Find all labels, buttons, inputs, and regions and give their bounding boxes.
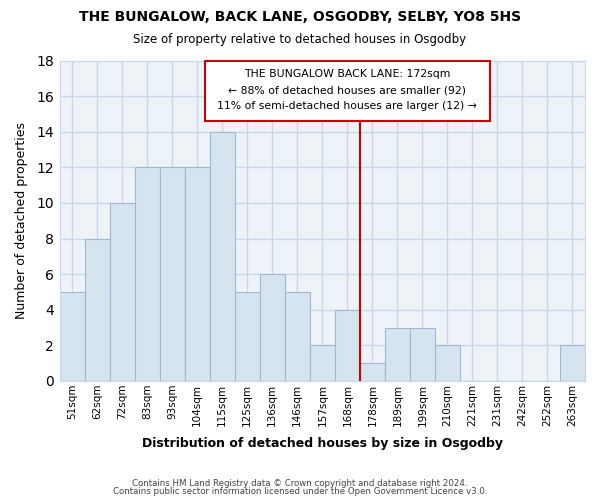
Bar [210, 132, 235, 381]
Text: 11% of semi-detached houses are larger (12) →: 11% of semi-detached houses are larger (… [217, 102, 477, 112]
Bar [110, 203, 134, 381]
Bar [410, 328, 435, 381]
Bar [85, 238, 110, 381]
Bar [335, 310, 360, 381]
Bar [260, 274, 285, 381]
Text: THE BUNGALOW BACK LANE: 172sqm: THE BUNGALOW BACK LANE: 172sqm [244, 68, 451, 78]
Text: Size of property relative to detached houses in Osgodby: Size of property relative to detached ho… [133, 32, 467, 46]
X-axis label: Distribution of detached houses by size in Osgodby: Distribution of detached houses by size … [142, 437, 503, 450]
Bar [435, 346, 460, 381]
Bar [59, 292, 85, 381]
Text: Contains HM Land Registry data © Crown copyright and database right 2024.: Contains HM Land Registry data © Crown c… [132, 478, 468, 488]
Bar [185, 168, 210, 381]
Bar [310, 346, 335, 381]
Bar [560, 346, 585, 381]
Bar [235, 292, 260, 381]
Text: Contains public sector information licensed under the Open Government Licence v3: Contains public sector information licen… [113, 487, 487, 496]
Bar [160, 168, 185, 381]
Y-axis label: Number of detached properties: Number of detached properties [15, 122, 28, 319]
Text: ← 88% of detached houses are smaller (92): ← 88% of detached houses are smaller (92… [229, 86, 466, 96]
Bar [285, 292, 310, 381]
Bar [134, 168, 160, 381]
Bar [360, 363, 385, 381]
FancyBboxPatch shape [205, 60, 490, 121]
Text: THE BUNGALOW, BACK LANE, OSGODBY, SELBY, YO8 5HS: THE BUNGALOW, BACK LANE, OSGODBY, SELBY,… [79, 10, 521, 24]
Bar [385, 328, 410, 381]
